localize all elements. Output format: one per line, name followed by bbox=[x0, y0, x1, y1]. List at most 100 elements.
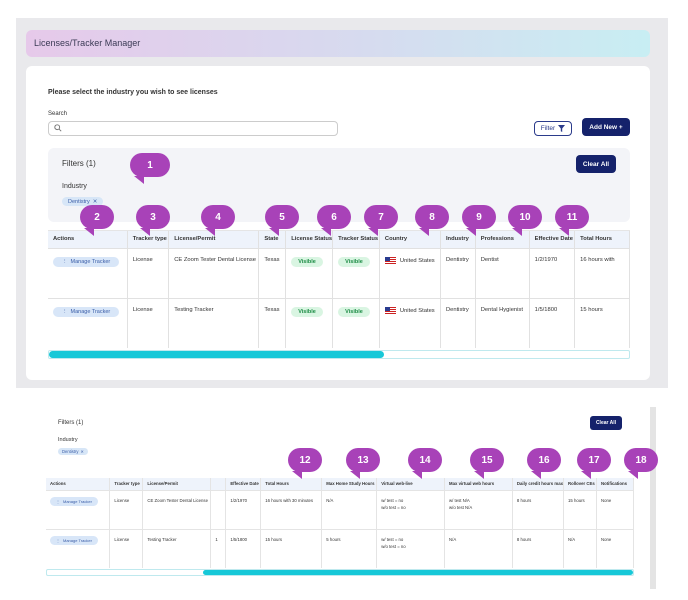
cell-daily-max: 8 hours bbox=[512, 489, 564, 529]
more-vert-icon: ⋮ bbox=[62, 258, 68, 265]
column-header[interactable] bbox=[210, 478, 227, 490]
column-header[interactable]: Tracker type bbox=[109, 478, 144, 490]
callout-15: 15 bbox=[470, 448, 504, 479]
industry-chip-label: Dentistry bbox=[62, 449, 79, 454]
clear-all-button[interactable]: Clear All bbox=[590, 416, 622, 430]
callout-18: 18 bbox=[624, 448, 658, 479]
close-icon[interactable]: ✕ bbox=[92, 198, 98, 205]
web-live-with-test: w/ test = no bbox=[381, 536, 404, 542]
column-header[interactable]: Daily credit hours max bbox=[512, 478, 564, 490]
callout-17: 17 bbox=[577, 448, 611, 479]
cell-state: Texas bbox=[258, 297, 287, 348]
cell-notifications: None bbox=[596, 489, 634, 529]
cell-truncated: 1 bbox=[210, 528, 227, 568]
callout-2: 2 bbox=[80, 205, 114, 236]
table-header-row: Actions Tracker type License/Permit Effe… bbox=[46, 478, 634, 490]
column-header[interactable]: Tracker type bbox=[127, 231, 170, 248]
callout-5: 5 bbox=[265, 205, 299, 236]
scrollbar-thumb[interactable] bbox=[49, 351, 384, 358]
filter-icon bbox=[558, 125, 566, 132]
cell-total-hours: 16 hours with bbox=[574, 247, 630, 298]
cell-state: Texas bbox=[258, 247, 287, 298]
column-header[interactable]: Notifications bbox=[596, 478, 634, 490]
cell-license: Testing Tracker bbox=[168, 297, 260, 348]
page-header: Licenses/Tracker Manager bbox=[26, 30, 650, 57]
tracker-status-badge: Visible bbox=[338, 256, 370, 267]
industry-chip[interactable]: Dentistry ✕ bbox=[62, 197, 104, 206]
column-header[interactable]: Country bbox=[379, 231, 441, 248]
clear-all-button[interactable]: Clear All bbox=[576, 155, 616, 173]
cell-rollover: 15 hours bbox=[563, 489, 597, 529]
cell-license: Testing Tracker bbox=[142, 528, 212, 568]
license-status-badge: Visible bbox=[291, 256, 323, 267]
close-icon[interactable]: ✕ bbox=[80, 449, 85, 454]
cell-web-max: N/A bbox=[444, 528, 513, 568]
cell-web-live: w/ test = no w/o test = no bbox=[376, 489, 446, 529]
callout-8: 8 bbox=[415, 205, 449, 236]
manage-tracker-button[interactable]: ⋮ Manage Tracker bbox=[50, 535, 98, 545]
callout-10: 10 bbox=[508, 205, 542, 236]
callout-9: 9 bbox=[462, 205, 496, 236]
filter-button[interactable]: Filter bbox=[534, 121, 572, 136]
cell-web-live: w/ test = no w/o test = no bbox=[376, 528, 446, 568]
license-status-badge: Visible bbox=[291, 306, 323, 317]
cell-profession: Dentist bbox=[475, 247, 530, 298]
cell-rollover: N/A bbox=[563, 528, 597, 568]
column-header[interactable]: Actions bbox=[46, 478, 111, 490]
cell-total-hours: 15 hours bbox=[574, 297, 630, 348]
column-header[interactable]: Max Home Study Hours bbox=[321, 478, 378, 490]
cell-effective-date: 1/2/1970 bbox=[225, 489, 262, 529]
cell-daily-max: 8 hours bbox=[512, 528, 564, 568]
column-header[interactable]: License/Permit bbox=[168, 231, 260, 248]
main-screenshot: Licenses/Tracker Manager Please select t… bbox=[16, 18, 668, 388]
cell-tracker-type: License bbox=[109, 489, 144, 529]
filters-title: Filters (1) bbox=[62, 159, 96, 168]
more-vert-icon: ⋮ bbox=[56, 498, 60, 504]
column-header[interactable]: Actions bbox=[48, 231, 128, 248]
cell-industry: Dentistry bbox=[440, 247, 476, 298]
manage-tracker-button[interactable]: ⋮ Manage Tracker bbox=[50, 496, 98, 506]
table-row: ⋮ Manage Tracker License CE Zoom Tester D… bbox=[48, 247, 630, 298]
search-label: Search bbox=[48, 111, 68, 117]
callout-6: 6 bbox=[317, 205, 351, 236]
web-live-without-test: w/o test = no bbox=[381, 504, 406, 510]
web-max-with-test: N/A bbox=[449, 536, 457, 542]
column-header[interactable]: Rollover CEs bbox=[563, 478, 597, 490]
column-header[interactable]: Max virtual web hours bbox=[444, 478, 513, 490]
column-header[interactable]: License/Permit bbox=[142, 478, 212, 490]
web-max-with-test: w/ test N/A bbox=[449, 497, 470, 503]
scrolled-screenshot: Filters (1) Industry Dentistry ✕ Clear A… bbox=[46, 407, 656, 589]
cell-tracker-type: License bbox=[127, 247, 170, 298]
manage-tracker-label: Manage Tracker bbox=[70, 258, 111, 265]
column-header[interactable]: Total Hours bbox=[574, 231, 630, 248]
vertical-scrollbar[interactable] bbox=[650, 407, 656, 589]
tracker-status-badge: Visible bbox=[338, 306, 370, 317]
column-header[interactable]: State bbox=[258, 231, 287, 248]
column-header[interactable]: Virtual web-live bbox=[376, 478, 446, 490]
callout-3: 3 bbox=[136, 205, 170, 236]
filters-title: Filters (1) bbox=[58, 420, 84, 426]
cell-home-study: N/A bbox=[321, 489, 378, 529]
horizontal-scrollbar[interactable] bbox=[48, 350, 630, 359]
column-header[interactable]: Effective Date bbox=[225, 478, 262, 490]
manage-tracker-button[interactable]: ⋮ Manage Tracker bbox=[53, 256, 120, 267]
industry-chip[interactable]: Dentistry ✕ bbox=[58, 448, 89, 455]
horizontal-scrollbar[interactable] bbox=[46, 569, 634, 576]
scrollbar-thumb[interactable] bbox=[203, 570, 633, 575]
cell-total-hours: 16 hours with 30 minutes bbox=[260, 489, 323, 529]
column-header[interactable]: Total Hours bbox=[260, 478, 323, 490]
callout-16: 16 bbox=[527, 448, 561, 479]
cell-total-hours: 15 hours bbox=[260, 528, 323, 568]
manage-tracker-label: Manage Tracker bbox=[70, 308, 111, 315]
search-input[interactable] bbox=[48, 121, 338, 136]
add-new-button[interactable]: Add New + bbox=[582, 118, 630, 136]
cell-industry: Dentistry bbox=[440, 297, 476, 348]
cell-home-study: 5 hours bbox=[321, 528, 378, 568]
callout-11: 11 bbox=[555, 205, 589, 236]
callout-12: 12 bbox=[288, 448, 322, 479]
cell-license: CE Zoom Tester Dental License bbox=[142, 489, 212, 529]
manage-tracker-button[interactable]: ⋮ Manage Tracker bbox=[53, 306, 120, 317]
web-max-without-test: w/o test N/A bbox=[449, 504, 473, 510]
industry-label: Industry bbox=[62, 183, 87, 190]
us-flag-icon bbox=[384, 256, 396, 264]
